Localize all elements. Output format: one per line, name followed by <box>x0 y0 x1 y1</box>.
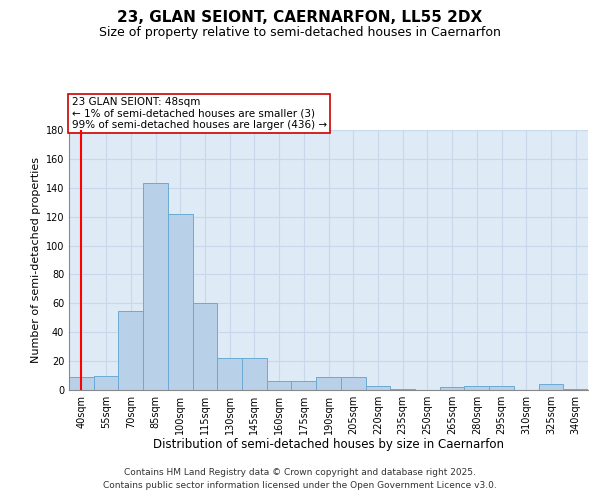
Bar <box>365 386 390 390</box>
Bar <box>341 377 365 390</box>
Bar <box>168 214 193 390</box>
Text: Contains public sector information licensed under the Open Government Licence v3: Contains public sector information licen… <box>103 480 497 490</box>
Bar <box>143 184 168 390</box>
Bar <box>193 304 217 390</box>
Bar <box>69 377 94 390</box>
Bar <box>563 388 588 390</box>
Bar <box>464 386 489 390</box>
Y-axis label: Number of semi-detached properties: Number of semi-detached properties <box>31 157 41 363</box>
Bar <box>316 377 341 390</box>
Bar <box>217 358 242 390</box>
Bar <box>118 310 143 390</box>
Bar <box>390 388 415 390</box>
Bar <box>489 386 514 390</box>
Text: 23, GLAN SEIONT, CAERNARFON, LL55 2DX: 23, GLAN SEIONT, CAERNARFON, LL55 2DX <box>118 10 482 25</box>
Bar <box>242 358 267 390</box>
Text: Size of property relative to semi-detached houses in Caernarfon: Size of property relative to semi-detach… <box>99 26 501 39</box>
Bar <box>292 382 316 390</box>
Bar <box>539 384 563 390</box>
Bar <box>94 376 118 390</box>
Text: 23 GLAN SEIONT: 48sqm
← 1% of semi-detached houses are smaller (3)
99% of semi-d: 23 GLAN SEIONT: 48sqm ← 1% of semi-detac… <box>71 97 327 130</box>
Bar <box>440 387 464 390</box>
Text: Contains HM Land Registry data © Crown copyright and database right 2025.: Contains HM Land Registry data © Crown c… <box>124 468 476 477</box>
X-axis label: Distribution of semi-detached houses by size in Caernarfon: Distribution of semi-detached houses by … <box>153 438 504 452</box>
Bar <box>267 382 292 390</box>
